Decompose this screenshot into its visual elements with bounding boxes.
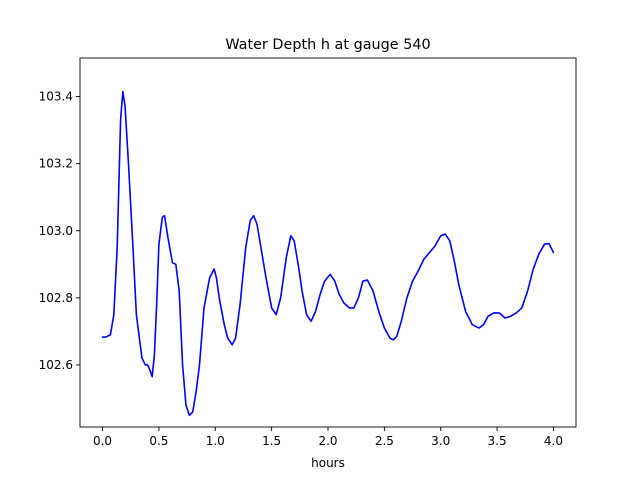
x-axis-title: hours xyxy=(311,456,345,470)
x-tick-label: 2.0 xyxy=(318,434,337,448)
x-tick-label: 4.0 xyxy=(544,434,563,448)
x-tick-label: 1.5 xyxy=(262,434,281,448)
y-tick-label: 103.2 xyxy=(39,157,73,171)
chart-title: Water Depth h at gauge 540 xyxy=(225,37,430,53)
y-tick-label: 103.4 xyxy=(39,90,73,104)
y-tick-label: 102.6 xyxy=(39,358,73,372)
series-line-0 xyxy=(101,90,555,417)
plot-area xyxy=(101,90,555,417)
x-tick-label: 1.0 xyxy=(206,434,225,448)
y-axis: 102.6 102.8 103.0 103.2 103.4 xyxy=(39,90,80,372)
x-tick-label: 2.5 xyxy=(375,434,394,448)
y-tick-label: 103.0 xyxy=(39,224,73,238)
x-tick-label: 0.5 xyxy=(149,434,168,448)
x-tick-label: 0.0 xyxy=(93,434,112,448)
x-tick-label: 3.0 xyxy=(431,434,450,448)
x-axis: 0.0 0.5 1.0 1.5 2.0 2.5 3.0 3.5 4.0 xyxy=(93,427,563,448)
x-tick-label: 3.5 xyxy=(488,434,507,448)
y-tick-label: 102.8 xyxy=(39,291,73,305)
